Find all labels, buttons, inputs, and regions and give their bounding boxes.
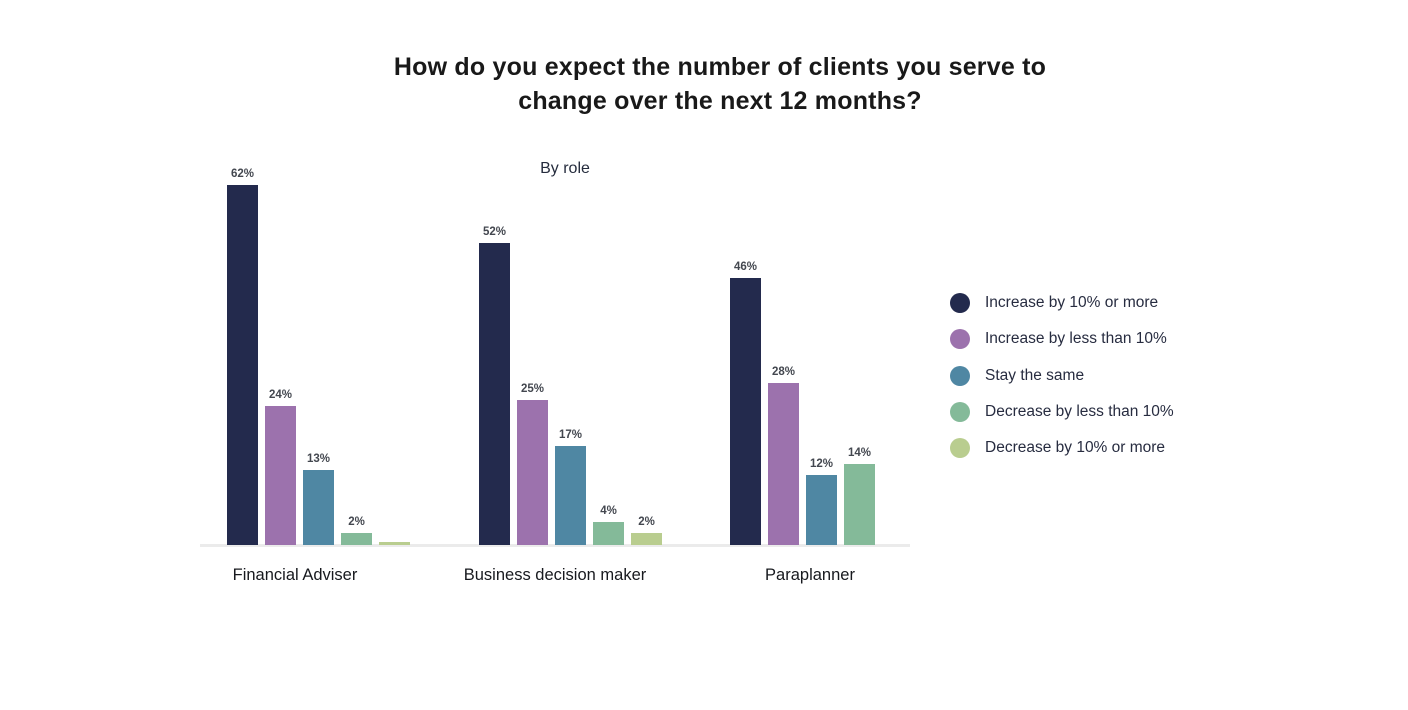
bar-value-label-financial-adviser-stay-the-same: 13% [306, 453, 331, 465]
chart-title: How do you expect the number of clients … [340, 50, 1100, 118]
bar-value-label-financial-adviser-increase-by-less-than-10: 24% [268, 389, 293, 401]
legend-label: Increase by 10% or more [985, 294, 1159, 311]
bar-financial-adviser-decrease-by-less-than-10 [341, 533, 372, 545]
legend-swatch-icon [950, 401, 970, 422]
bar-value-label-paraplanner-increase-by-less-than-10: 28% [771, 366, 796, 378]
category-label-business-decision-maker: Business decision maker [463, 566, 647, 584]
legend-swatch-icon [950, 438, 970, 459]
bar-paraplanner-increase-by-10-or-more [730, 278, 761, 545]
bar-paraplanner-decrease-by-less-than-10 [844, 464, 875, 545]
chart-subtitle: By role [540, 160, 590, 177]
legend-label: Stay the same [985, 366, 1085, 384]
legend-item-increase-by-less-than-10: Increase by less than 10% [950, 329, 1174, 350]
legend-swatch-icon [950, 329, 970, 350]
legend-swatch-icon [950, 293, 970, 313]
bar-paraplanner-stay-the-same [806, 475, 837, 545]
legend-item-increase-by-10-or-more: Increase by 10% or more [950, 293, 1174, 313]
bar-business-decision-maker-increase-by-10-or-more [479, 243, 510, 545]
legend-item-stay-the-same: Stay the same [950, 365, 1174, 386]
x-axis-line [200, 544, 910, 547]
bar-value-label-paraplanner-decrease-by-less-than-10: 14% [847, 447, 872, 459]
bar-business-decision-maker-decrease-by-less-than-10 [593, 522, 624, 545]
bar-financial-adviser-stay-the-same [303, 470, 334, 545]
bar-value-label-business-decision-maker-decrease-by-10-or-more: 2% [638, 516, 655, 528]
bar-value-label-financial-adviser-increase-by-10-or-more: 62% [230, 168, 255, 180]
plot-area: 62% 24% 13% 2% 52% 25% 17% 4% 2% 46% 28% 12% 14% [200, 0, 910, 547]
bar-financial-adviser-increase-by-10-or-more [227, 185, 258, 545]
legend-item-decrease-by-less-than-10: Decrease by less than 10% [950, 401, 1174, 422]
bar-financial-adviser-increase-by-less-than-10 [265, 406, 296, 545]
bar-value-label-business-decision-maker-decrease-by-less-than-10: 4% [600, 505, 617, 517]
bar-paraplanner-increase-by-less-than-10 [768, 383, 799, 545]
bar-value-label-paraplanner-increase-by-10-or-more: 46% [733, 261, 758, 273]
bar-value-label-business-decision-maker-increase-by-10-or-more: 52% [482, 226, 507, 238]
chart-title-line-1: How do you expect the number of clients … [393, 53, 1047, 81]
legend: Increase by 10% or more Increase by less … [950, 293, 1174, 474]
bar-value-label-paraplanner-stay-the-same: 12% [809, 458, 834, 470]
legend-label: Decrease by less than 10% [985, 402, 1174, 420]
bar-financial-adviser-decrease-by-10-or-more [379, 542, 410, 545]
legend-swatch-icon [950, 365, 970, 386]
chart-title-line-2: change over the next 12 months? [518, 87, 922, 115]
legend-label: Decrease by 10% or more [985, 439, 1166, 457]
bar-business-decision-maker-decrease-by-10-or-more [631, 533, 662, 545]
category-label-financial-adviser: Financial Adviser [232, 566, 358, 584]
bar-value-label-financial-adviser-decrease-by-less-than-10: 2% [348, 516, 365, 528]
bar-value-label-business-decision-maker-increase-by-less-than-10: 25% [520, 383, 545, 395]
category-label-paraplanner: Paraplanner [765, 566, 855, 584]
bar-business-decision-maker-increase-by-less-than-10 [517, 400, 548, 545]
legend-item-decrease-by-10-or-more: Decrease by 10% or more [950, 438, 1174, 459]
bar-value-label-business-decision-maker-stay-the-same: 17% [558, 429, 583, 441]
legend-label: Increase by less than 10% [985, 330, 1167, 348]
bar-business-decision-maker-stay-the-same [555, 446, 586, 545]
